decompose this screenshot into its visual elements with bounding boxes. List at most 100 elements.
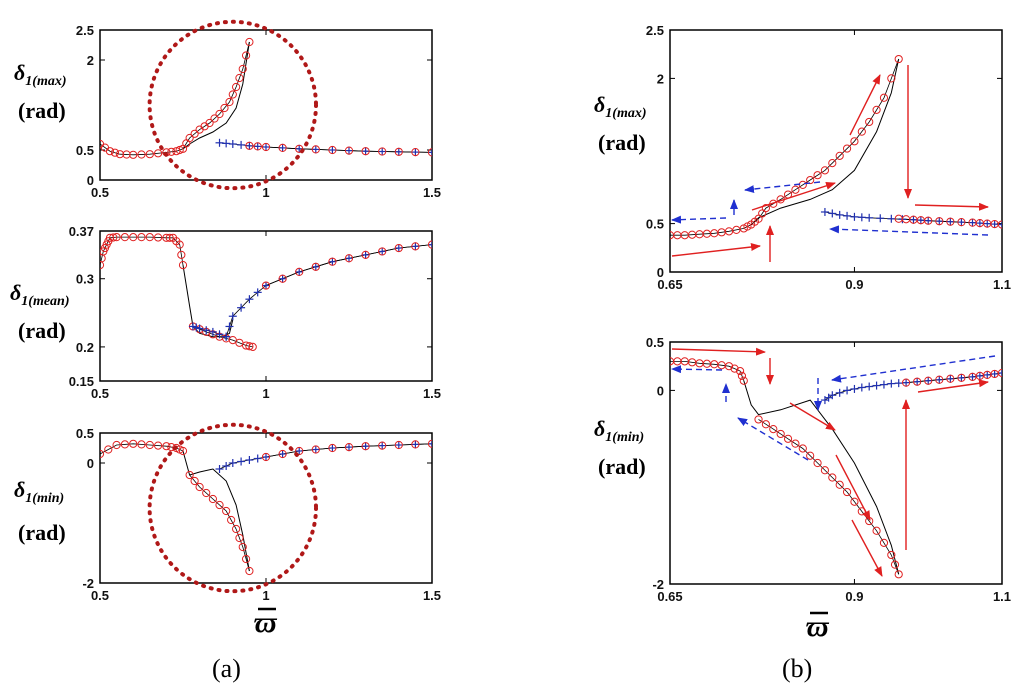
marker-circle	[295, 267, 304, 277]
x-tick-label: 0.5	[91, 386, 109, 401]
marker-circle	[154, 441, 163, 450]
ylabel-b2: δ1(min) (rad)	[594, 416, 646, 479]
marker-circle	[813, 171, 822, 180]
svg-text:δ1(max): δ1(max)	[14, 60, 67, 89]
x-tick-label: 0.9	[845, 589, 863, 604]
marker-circle	[261, 142, 271, 152]
marker-circle	[137, 440, 146, 449]
x-tick-label: 0.65	[657, 589, 682, 604]
ylabel-a2-sub: 1(mean)	[21, 294, 69, 309]
marker-circle	[813, 458, 822, 468]
arrow-b2-4	[835, 454, 871, 521]
x-tick-label: 1.5	[423, 588, 441, 603]
ylabel-a1-sym: δ	[14, 60, 25, 85]
marker-circle	[946, 217, 955, 226]
marker-circle	[344, 443, 354, 452]
marker-circle	[865, 117, 874, 127]
marker-circle	[295, 446, 304, 456]
ylabel-b2-sym: δ	[594, 416, 605, 441]
marker-circle	[278, 143, 287, 152]
series-unstable	[182, 450, 250, 572]
y-tick-label: 0.5	[646, 217, 664, 232]
marker-circle	[238, 542, 247, 552]
ylabel-a3: δ1(min) (rad)	[14, 477, 66, 545]
marker-circle	[225, 97, 234, 107]
plot-area	[100, 439, 432, 576]
marker-circle	[730, 364, 739, 373]
marker-circle	[235, 73, 244, 83]
marker-circle	[238, 64, 247, 74]
marker-circle	[842, 144, 852, 153]
arrow-b1-6	[914, 202, 989, 211]
marker-circle	[120, 440, 130, 449]
series-unstable	[182, 41, 250, 150]
marker-circle	[241, 554, 251, 564]
series-path-stable-lower-circle	[249, 145, 432, 153]
marker-circle	[145, 150, 154, 159]
marker-circle	[924, 216, 933, 225]
marker-circle	[245, 566, 254, 576]
y-tick-label: 0.5	[646, 335, 664, 350]
marker-circle	[205, 118, 214, 128]
ylabel-a3-sub: 1(min)	[25, 491, 64, 506]
marker-circle	[894, 570, 903, 579]
marker-circle	[411, 148, 420, 157]
marker-circle	[328, 257, 337, 266]
marker-circle	[311, 445, 320, 454]
marker-circle	[190, 129, 199, 138]
plot-area	[670, 357, 1002, 579]
marker-circle	[328, 145, 337, 155]
ylabel-b1-sub: 1(max)	[605, 106, 646, 121]
marker-circle	[894, 54, 903, 64]
x-tick-label: 0.5	[91, 185, 109, 200]
y-tick-label: 0	[657, 383, 664, 398]
marker-circle	[361, 147, 370, 156]
arrow-b2-7	[917, 379, 989, 393]
marker-circle	[427, 240, 432, 249]
svg-text:δ1(max): δ1(max)	[594, 92, 647, 121]
marker-circle	[901, 378, 911, 387]
marker-circle	[208, 494, 217, 504]
plot-area	[670, 54, 1002, 240]
marker-circle	[735, 366, 745, 376]
y-tick-label: 0.5	[76, 426, 94, 441]
marker-circle	[394, 440, 403, 450]
marker-circle	[137, 150, 146, 159]
marker-circle	[887, 74, 896, 83]
highlight-circle	[147, 422, 318, 594]
marker-circle	[311, 262, 320, 271]
marker-circle	[112, 440, 121, 450]
arrow-b1-4	[849, 74, 881, 136]
series-path-stable-right	[225, 244, 432, 337]
marker-circle	[378, 147, 387, 156]
marker-circle	[394, 147, 403, 156]
marker-circle	[129, 150, 138, 159]
panel-a2: 0.5 1 1.5 0.15 0.2 0.3 0.37	[69, 224, 441, 401]
ylabel-a1: δ1(max) (rad)	[14, 60, 67, 123]
ylabel-a1-sub: 1(max)	[25, 74, 66, 89]
marker-circle	[761, 420, 771, 429]
unit-a1: (rad)	[18, 98, 66, 123]
marker-circle	[724, 362, 734, 371]
panels: 0.5 1 1.500.522.50.5 1 1.50.150.20.30.370.5 1…	[69, 19, 1011, 604]
y-tick-label: 0.5	[76, 143, 94, 158]
y-tick-label: 0.2	[76, 340, 94, 355]
marker-circle	[378, 441, 387, 450]
series-path-stable-right	[219, 443, 432, 470]
series-path-stable-lower	[189, 474, 250, 572]
marker-circle	[253, 142, 262, 151]
marker-circle	[890, 560, 900, 569]
y-tick-label: 0	[87, 456, 94, 471]
arrow-b2-8	[831, 355, 996, 383]
caption-b: (b)	[782, 654, 812, 683]
marker-circle	[872, 526, 881, 535]
marker-circle	[195, 482, 204, 492]
marker-circle	[245, 342, 254, 351]
marker-circle	[913, 377, 922, 386]
marker-circle	[129, 439, 138, 448]
axes-frame	[669, 341, 1003, 585]
marker-circle	[887, 550, 896, 560]
xlabel-b: ϖ	[806, 610, 830, 643]
y-tick-label: 2.5	[76, 23, 94, 38]
